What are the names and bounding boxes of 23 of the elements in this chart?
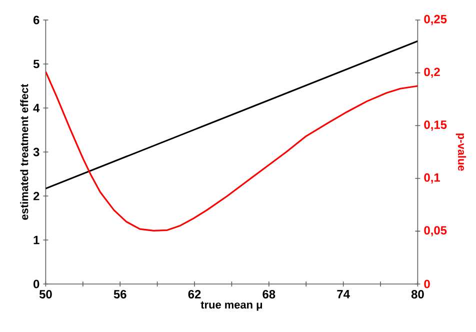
y-tick-label: 1	[34, 236, 40, 244]
y-tick-label: 5	[33, 60, 40, 68]
y-tick-label: 3	[33, 148, 40, 156]
y2-tick-label: 0	[424, 280, 430, 288]
y2-tick-label: 0,2	[424, 68, 440, 78]
x-tick-label: 50	[39, 290, 52, 298]
y-tick-label: 0	[34, 280, 40, 288]
y-tick-label: 4	[33, 104, 40, 112]
x-tick-label: 74	[337, 290, 350, 298]
y2-axis-title: p-value	[456, 134, 466, 171]
line-series	[46, 40, 418, 190]
y2-tick-label: 0,25	[424, 14, 447, 26]
y-tick-label: 6	[33, 16, 40, 24]
x-tick-label: 62	[188, 290, 201, 298]
y2-tick-label: 0,15	[424, 120, 447, 131]
x-axis-title: true mean μ	[200, 301, 262, 311]
y2-tick-label: 0,1	[424, 173, 440, 184]
y-axis-title: estimated treatment effect	[20, 84, 28, 220]
x-tick-label: 56	[114, 290, 126, 298]
x-tick-label: 68	[262, 290, 276, 298]
y2-tick-label: 0,05	[424, 226, 447, 236]
y-tick-label: 2	[33, 192, 40, 200]
x-tick-label: 80	[411, 290, 424, 298]
